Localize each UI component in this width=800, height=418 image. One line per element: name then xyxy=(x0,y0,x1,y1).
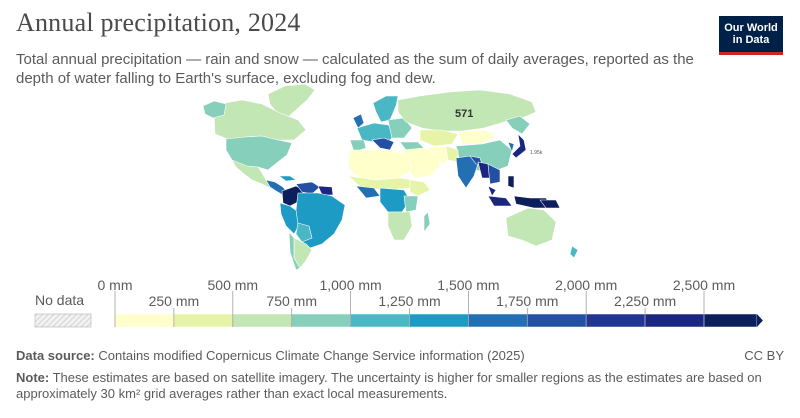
region-uk[interactable] xyxy=(352,113,365,129)
world-map[interactable]: 571 1.95k xyxy=(0,0,800,270)
region-mongolia[interactable] xyxy=(457,129,497,145)
legend-bin-2000[interactable] xyxy=(585,313,646,328)
legend-tick-bottom-2: 1,250 mm xyxy=(378,293,440,309)
region-malaysia[interactable] xyxy=(487,185,497,197)
note-label: Note: xyxy=(16,370,50,385)
region-new-zealand[interactable] xyxy=(569,245,579,259)
region-guianas[interactable] xyxy=(317,185,334,196)
owid-logo[interactable]: Our World in Data xyxy=(719,16,783,55)
no-data-label: No data xyxy=(35,292,84,308)
logo-line-2: in Data xyxy=(732,34,770,46)
region-indonesia-w[interactable] xyxy=(487,195,513,207)
region-chile[interactable] xyxy=(288,231,301,270)
region-horn-of-africa[interactable] xyxy=(409,179,431,197)
region-japan[interactable] xyxy=(511,133,527,159)
legend-bin-0[interactable] xyxy=(114,313,175,328)
legend-bin-1000[interactable] xyxy=(350,313,410,328)
legend-bin-1250[interactable] xyxy=(409,313,469,328)
data-source-text[interactable]: Contains modified Copernicus Climate Cha… xyxy=(98,348,525,363)
legend-tick-top-3: 1,500 mm xyxy=(437,277,499,293)
legend-bin-500[interactable] xyxy=(232,313,292,328)
region-eastern-europe[interactable] xyxy=(387,117,413,139)
legend-tick-bottom-4: 2,250 mm xyxy=(614,293,676,309)
region-iberia[interactable] xyxy=(349,139,367,153)
legend-bin-1500[interactable] xyxy=(468,313,528,328)
note-text: These estimates are based on satellite i… xyxy=(16,370,762,401)
region-venezuela[interactable] xyxy=(295,181,321,195)
license-link[interactable]: CC BY xyxy=(744,348,784,363)
legend-tick-top-4: 2,000 mm xyxy=(555,277,617,293)
region-papua[interactable] xyxy=(539,199,561,209)
region-bolivia[interactable] xyxy=(295,222,313,243)
legend-bin-2250[interactable] xyxy=(644,313,705,328)
legend-tick-top-1: 500 mm xyxy=(208,277,259,293)
label-russia: 571 xyxy=(455,108,473,120)
region-russia-far-east[interactable] xyxy=(505,115,531,135)
region-philippines[interactable] xyxy=(507,175,515,189)
legend-bin-2500[interactable] xyxy=(703,313,758,328)
region-alaska[interactable] xyxy=(202,100,227,119)
legend-tick-bottom-3: 1,750 mm xyxy=(496,293,558,309)
region-greenland[interactable] xyxy=(267,83,316,120)
region-kazakhstan[interactable] xyxy=(419,129,459,147)
region-australia[interactable] xyxy=(505,207,557,247)
legend-tick-bottom-1: 750 mm xyxy=(266,293,317,309)
region-indochina[interactable] xyxy=(487,163,501,185)
legend: No data 0 mm 500 mm 1,000 mm 1,500 mm 2,000 … xyxy=(34,277,763,328)
region-italy-balkans[interactable] xyxy=(371,137,395,151)
label-japan: 1.95k xyxy=(530,150,543,156)
region-scandinavia[interactable] xyxy=(372,95,399,123)
no-data-swatch[interactable] xyxy=(34,313,92,328)
logo-line-1: Our World xyxy=(724,22,778,34)
chart-subtitle: Total annual precipitation — rain and sn… xyxy=(16,51,694,87)
legend-bin-250[interactable] xyxy=(173,313,234,328)
region-madagascar[interactable] xyxy=(423,211,431,233)
legend-bin-1750[interactable] xyxy=(527,313,587,328)
legend-tick-bottom-0: 250 mm xyxy=(149,293,200,309)
region-east-africa[interactable] xyxy=(403,195,419,213)
region-southern-africa[interactable] xyxy=(387,211,413,241)
data-source: Data source: Contains modified Copernicu… xyxy=(16,348,786,364)
legend-arrow-tip xyxy=(756,314,763,327)
footnote: Note: These estimates are based on satel… xyxy=(16,370,786,402)
data-source-label: Data source: xyxy=(16,348,95,363)
legend-tick-top-2: 1,000 mm xyxy=(319,277,381,293)
legend-tick-top-0: 0 mm xyxy=(98,277,133,293)
legend-tick-top-5: 2,500 mm xyxy=(673,277,735,293)
chart-title: Annual precipitation, 2024 xyxy=(16,8,301,37)
region-caribbean[interactable] xyxy=(278,175,297,182)
region-north-africa[interactable] xyxy=(347,149,413,181)
region-korea[interactable] xyxy=(507,141,515,153)
legend-bin-750[interactable] xyxy=(291,313,351,328)
